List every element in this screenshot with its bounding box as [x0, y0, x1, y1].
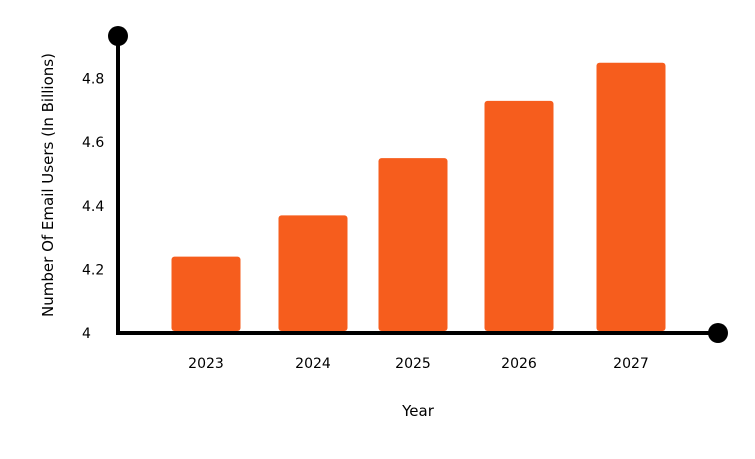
x-tick-label: 2026: [501, 356, 537, 372]
bar-2027: [596, 62, 666, 331]
bar-2023: [171, 256, 241, 331]
y-axis-title: Number Of Email Users (In Billions): [39, 53, 57, 317]
bars-group: [171, 62, 666, 331]
y-tick-labels: 4 4.2 4.4 4.6 4.8: [82, 72, 104, 342]
y-tick-label: 4.6: [82, 135, 104, 151]
x-axis-title: Year: [401, 402, 435, 420]
y-axis-end-dot: [108, 26, 128, 46]
y-tick-label: 4.2: [82, 262, 104, 278]
x-tick-label: 2025: [395, 356, 431, 372]
x-axis-end-dot: [708, 323, 728, 343]
x-tick-label: 2023: [188, 356, 224, 372]
bar-2025: [378, 158, 448, 331]
y-tick-label: 4: [82, 326, 91, 342]
x-tick-label: 2024: [295, 356, 331, 372]
bar-2024: [278, 215, 348, 331]
x-tick-labels: 2023 2024 2025 2026 2027: [188, 356, 649, 372]
x-tick-label: 2027: [613, 356, 649, 372]
axes-group: [108, 26, 728, 343]
y-tick-label: 4.8: [82, 72, 104, 88]
bar-2026: [484, 100, 554, 331]
y-tick-label: 4.4: [82, 199, 104, 215]
